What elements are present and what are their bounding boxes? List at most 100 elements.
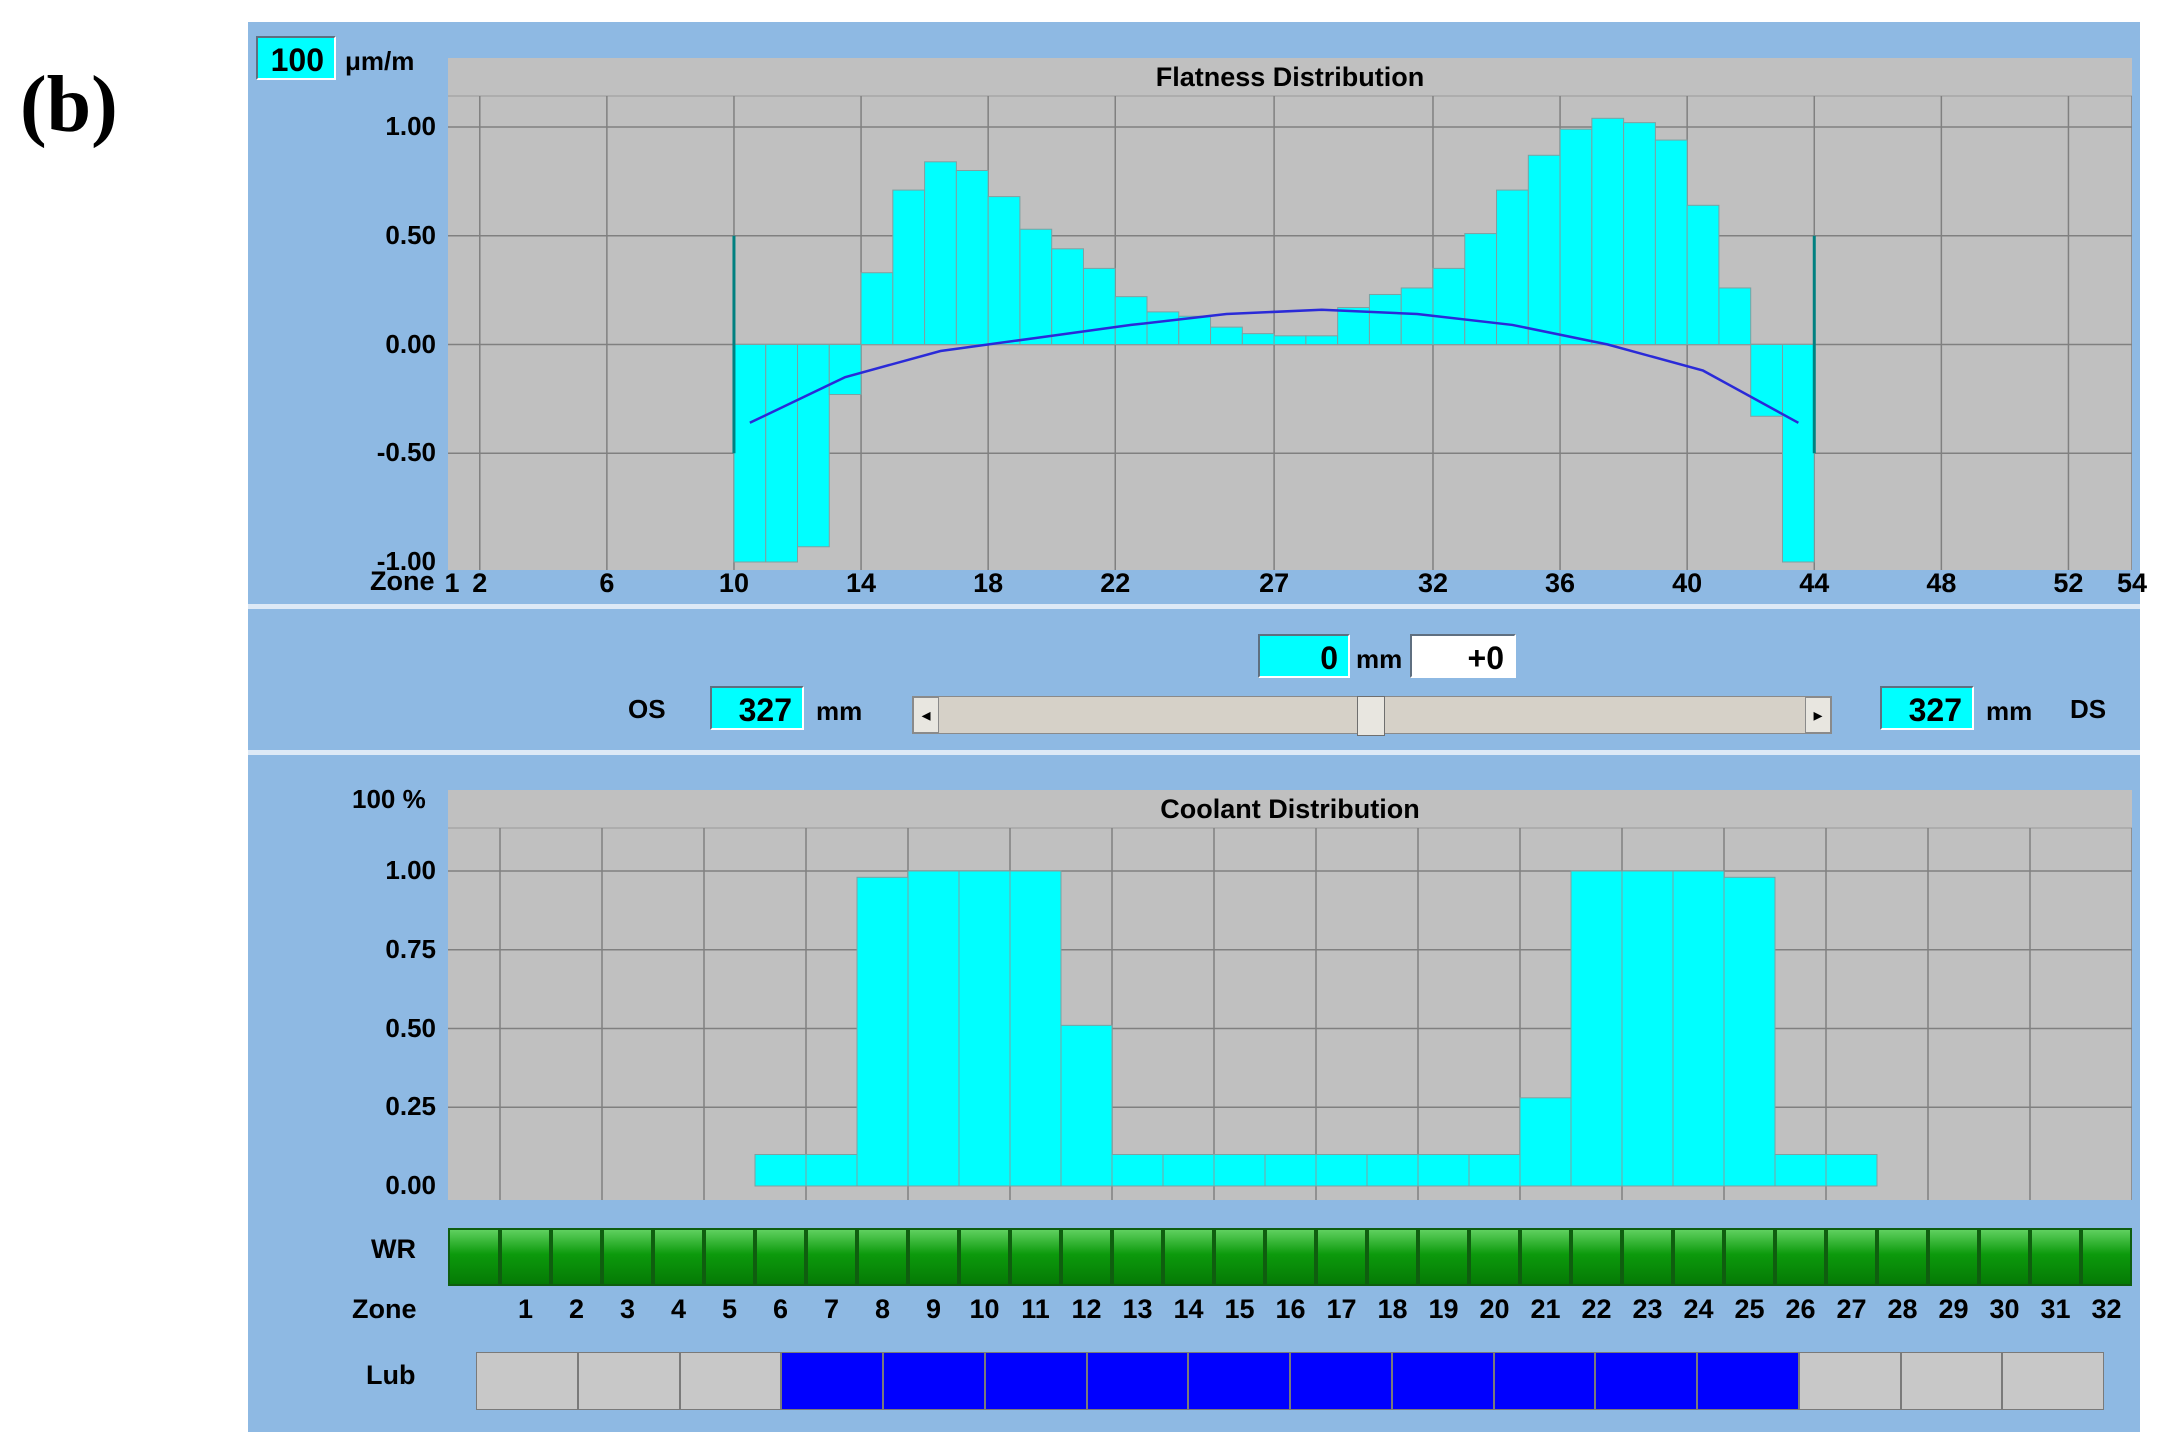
wr-zone-cell[interactable] bbox=[1724, 1228, 1775, 1286]
ds-width-field[interactable]: 327 bbox=[1880, 686, 1974, 730]
coolant-zone-label: 27 bbox=[1836, 1294, 1867, 1324]
coolant-zone-label: 6 bbox=[772, 1294, 789, 1324]
coolant-zone-label: 16 bbox=[1275, 1294, 1306, 1324]
flatness-bar bbox=[1337, 307, 1370, 345]
wr-zone-cell[interactable] bbox=[1928, 1228, 1979, 1286]
lub-zone-cell-off[interactable] bbox=[1900, 1352, 2003, 1410]
offset-delta-field[interactable]: +0 bbox=[1410, 634, 1516, 678]
slider-left-arrow-icon[interactable]: ◂ bbox=[913, 697, 939, 733]
wr-zone-cell[interactable] bbox=[1265, 1228, 1316, 1286]
coolant-zone-label: 9 bbox=[925, 1294, 942, 1324]
wr-zone-cell[interactable] bbox=[1673, 1228, 1724, 1286]
coolant-bar bbox=[1723, 876, 1776, 1187]
coolant-bar bbox=[1570, 870, 1623, 1187]
flatness-bar bbox=[1781, 344, 1815, 563]
lub-zone-cell-on[interactable] bbox=[1595, 1352, 1697, 1410]
wr-zone-cell[interactable] bbox=[704, 1228, 755, 1286]
lub-zone-cell-on[interactable] bbox=[1391, 1352, 1494, 1410]
flatness-x-tick-label: 48 bbox=[1926, 568, 1957, 598]
lub-zone-cell-on[interactable] bbox=[781, 1352, 883, 1410]
coolant-zone-label: 20 bbox=[1479, 1294, 1510, 1324]
offset-value-field[interactable]: 0 bbox=[1258, 634, 1350, 678]
work-roll-zone-strip bbox=[448, 1228, 2132, 1286]
flatness-bar bbox=[1114, 296, 1148, 345]
wr-zone-cell[interactable] bbox=[755, 1228, 806, 1286]
flatness-x-tick-label: 18 bbox=[973, 568, 1004, 598]
lub-zone-cell-off[interactable] bbox=[476, 1352, 578, 1410]
wr-zone-cell[interactable] bbox=[908, 1228, 959, 1286]
flatness-bar bbox=[828, 344, 862, 396]
coolant-y-tick-label: 0.50 bbox=[385, 1012, 436, 1043]
lub-zone-cell-off[interactable] bbox=[577, 1352, 680, 1410]
wr-zone-cell[interactable] bbox=[1622, 1228, 1673, 1286]
scale-value-field[interactable]: 100 bbox=[256, 36, 336, 80]
flatness-bar bbox=[1591, 117, 1625, 345]
wr-zone-cell[interactable] bbox=[959, 1228, 1010, 1286]
coolant-zone-label: 17 bbox=[1326, 1294, 1357, 1324]
wr-zone-cell[interactable] bbox=[1826, 1228, 1877, 1286]
lub-zone-cell-on[interactable] bbox=[1290, 1352, 1392, 1410]
wr-zone-cell[interactable] bbox=[857, 1228, 908, 1286]
flatness-y-tick-label: -0.50 bbox=[376, 437, 436, 468]
coolant-zone-label: 10 bbox=[969, 1294, 1000, 1324]
wr-zone-cell[interactable] bbox=[1112, 1228, 1163, 1286]
offset-slider-thumb[interactable] bbox=[1357, 696, 1385, 736]
coolant-zone-label: 21 bbox=[1530, 1294, 1561, 1324]
wr-zone-cell[interactable] bbox=[1163, 1228, 1214, 1286]
wr-zone-cell[interactable] bbox=[551, 1228, 602, 1286]
coolant-zone-label: 12 bbox=[1071, 1294, 1102, 1324]
coolant-zone-label: 28 bbox=[1887, 1294, 1918, 1324]
coolant-y-tick-label: 0.25 bbox=[385, 1091, 436, 1122]
ds-label: DS bbox=[2070, 694, 2107, 724]
wr-zone-cell[interactable] bbox=[1469, 1228, 1520, 1286]
wr-zone-cell[interactable] bbox=[2081, 1228, 2132, 1286]
lub-zone-cell-off[interactable] bbox=[2002, 1352, 2104, 1410]
flatness-x-tick-label: 27 bbox=[1259, 568, 1290, 598]
os-unit-label: mm bbox=[816, 696, 863, 726]
wr-zone-cell[interactable] bbox=[653, 1228, 704, 1286]
wr-zone-cell[interactable] bbox=[1571, 1228, 1622, 1286]
coolant-zone-label: 15 bbox=[1224, 1294, 1255, 1324]
flatness-bar bbox=[860, 272, 894, 346]
wr-zone-cell[interactable] bbox=[2030, 1228, 2081, 1286]
flatness-x-tick-label: 10 bbox=[718, 568, 749, 598]
flatness-plot-area bbox=[448, 58, 2132, 570]
wr-zone-cell[interactable] bbox=[1316, 1228, 1367, 1286]
wr-zone-cell[interactable] bbox=[1775, 1228, 1826, 1286]
wr-zone-cell[interactable] bbox=[1979, 1228, 2030, 1286]
lub-zone-cell-on[interactable] bbox=[1086, 1352, 1189, 1410]
lub-zone-cell-off[interactable] bbox=[679, 1352, 782, 1410]
coolant-y-tick-label: 1.00 bbox=[385, 855, 436, 885]
lub-zone-cell-on[interactable] bbox=[883, 1352, 985, 1410]
wr-zone-cell[interactable] bbox=[1877, 1228, 1928, 1286]
flatness-bar bbox=[1051, 248, 1084, 345]
slider-right-arrow-icon[interactable]: ▸ bbox=[1805, 697, 1831, 733]
coolant-bar bbox=[1825, 1154, 1878, 1187]
coolant-y-tick-label: 0.00 bbox=[385, 1170, 436, 1200]
lub-zone-cell-on[interactable] bbox=[1697, 1352, 1799, 1410]
coolant-bar bbox=[1417, 1154, 1470, 1187]
wr-zone-cell[interactable] bbox=[1214, 1228, 1265, 1286]
lub-zone-cell-on[interactable] bbox=[984, 1352, 1087, 1410]
os-label: OS bbox=[628, 694, 666, 724]
flatness-y-tick-label: 0.00 bbox=[385, 328, 436, 359]
lub-zone-cell-on[interactable] bbox=[1493, 1352, 1596, 1410]
lub-zone-cell-off[interactable] bbox=[1798, 1352, 1901, 1410]
flatness-bar bbox=[1082, 267, 1116, 345]
wr-zone-cell[interactable] bbox=[1520, 1228, 1571, 1286]
flatness-control-window: 100 μm/m Flatness Distribution 1.00 0.50 0… bbox=[248, 22, 2147, 1432]
wr-zone-cell[interactable] bbox=[1418, 1228, 1469, 1286]
flatness-x-tick-label: 6 bbox=[599, 568, 615, 598]
flatness-bar bbox=[1368, 293, 1402, 346]
wr-zone-cell[interactable] bbox=[500, 1228, 551, 1286]
coolant-zone-label: 18 bbox=[1377, 1294, 1408, 1324]
coolant-zone-label: 19 bbox=[1428, 1294, 1459, 1324]
coolant-bar bbox=[1519, 1097, 1572, 1187]
wr-zone-cell[interactable] bbox=[1010, 1228, 1061, 1286]
wr-zone-cell[interactable] bbox=[602, 1228, 653, 1286]
wr-zone-cell[interactable] bbox=[1367, 1228, 1418, 1286]
wr-zone-cell[interactable] bbox=[1061, 1228, 1112, 1286]
wr-zone-cell[interactable] bbox=[806, 1228, 857, 1286]
os-width-field[interactable]: 327 bbox=[710, 686, 804, 730]
lub-zone-cell-on[interactable] bbox=[1188, 1352, 1290, 1410]
